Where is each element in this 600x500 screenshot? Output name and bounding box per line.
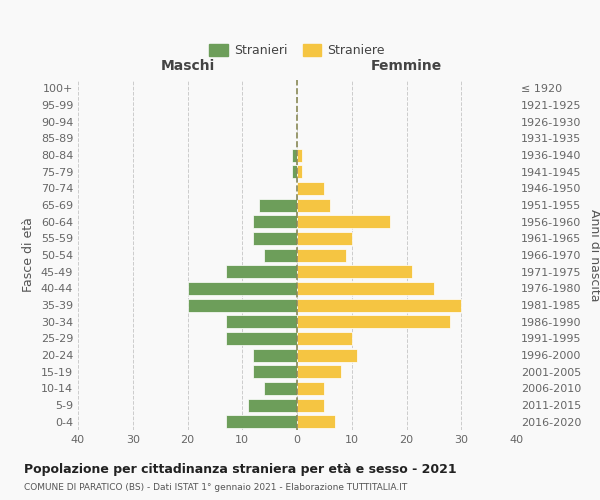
Bar [259, 198, 297, 211]
Y-axis label: Anni di nascita: Anni di nascita [589, 209, 600, 301]
Bar [297, 248, 346, 262]
Bar [297, 332, 352, 345]
Bar [253, 348, 297, 362]
Bar [253, 365, 297, 378]
Text: Femmine: Femmine [371, 59, 442, 73]
Bar [297, 382, 325, 395]
Bar [253, 232, 297, 245]
Bar [297, 215, 390, 228]
Bar [264, 248, 297, 262]
Bar [297, 348, 357, 362]
Bar [226, 332, 297, 345]
Bar [297, 265, 412, 278]
Bar [264, 382, 297, 395]
Bar [297, 182, 325, 195]
Bar [297, 198, 330, 211]
Bar [297, 365, 341, 378]
Bar [187, 298, 297, 312]
Legend: Stranieri, Straniere: Stranieri, Straniere [209, 44, 385, 57]
Bar [292, 165, 297, 178]
Bar [297, 315, 450, 328]
Bar [297, 298, 461, 312]
Bar [226, 315, 297, 328]
Text: COMUNE DI PARATICO (BS) - Dati ISTAT 1° gennaio 2021 - Elaborazione TUTTITALIA.I: COMUNE DI PARATICO (BS) - Dati ISTAT 1° … [24, 482, 407, 492]
Bar [187, 282, 297, 295]
Bar [253, 215, 297, 228]
Text: Maschi: Maschi [160, 59, 215, 73]
Bar [297, 165, 302, 178]
Bar [297, 232, 352, 245]
Bar [297, 415, 335, 428]
Bar [292, 148, 297, 162]
Bar [297, 148, 302, 162]
Bar [226, 415, 297, 428]
Bar [248, 398, 297, 411]
Bar [226, 265, 297, 278]
Text: Popolazione per cittadinanza straniera per età e sesso - 2021: Popolazione per cittadinanza straniera p… [24, 462, 457, 475]
Bar [297, 398, 325, 411]
Bar [297, 282, 434, 295]
Y-axis label: Fasce di età: Fasce di età [22, 218, 35, 292]
